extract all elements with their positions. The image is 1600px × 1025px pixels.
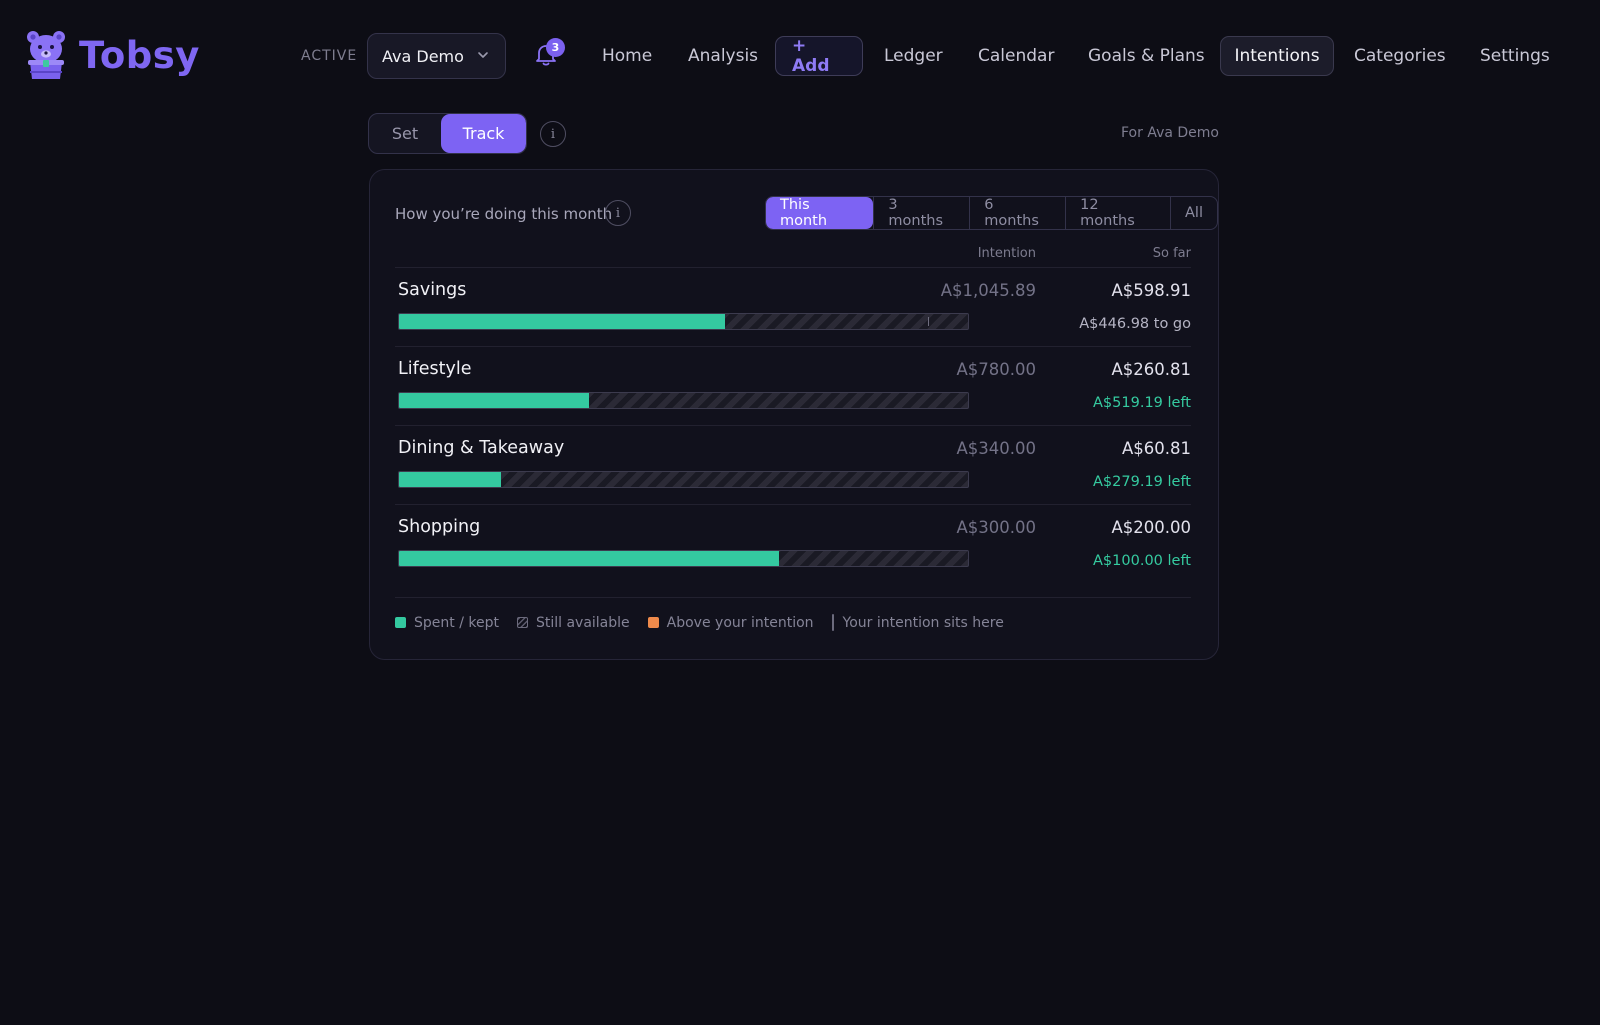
app-name: Tobsy [79,33,200,77]
legend-marker-label: Your intention sits here [842,614,1004,631]
progress-bar [398,550,969,567]
legend-available: Still available [516,614,630,631]
nav-intentions[interactable]: Intentions [1220,36,1334,76]
progress-bar [398,392,969,409]
progress-bar [398,313,969,330]
divider [395,425,1191,426]
divider [395,267,1191,268]
legend-spent: Spent / kept [395,615,499,631]
range-this-month[interactable]: This month [766,197,874,229]
row-intention-amount: A$780.00 [956,360,1036,379]
app-logo[interactable]: Tobsy [24,29,200,81]
row-status: A$100.00 left [1093,553,1191,569]
nav-categories[interactable]: Categories [1354,46,1446,66]
legend-marker-swatch [831,614,834,631]
nav-calendar[interactable]: Calendar [978,46,1055,66]
chevron-down-icon [478,52,488,58]
nav-ledger[interactable]: Ledger [884,46,943,66]
progress-bar [398,471,969,488]
nav-settings[interactable]: Settings [1480,46,1550,66]
progress-bar-fill [399,472,501,487]
intention-row-lifestyle[interactable]: Lifestyle A$780.00 A$260.81 A$519.19 lef… [370,347,1218,425]
row-so-far-amount: A$200.00 [1111,518,1191,537]
row-category-name: Dining & Takeaway [398,438,565,458]
row-intention-amount: A$1,045.89 [940,281,1036,300]
bear-logo-icon [27,31,65,79]
intention-row-savings[interactable]: Savings A$1,045.89 A$598.91 A$446.98 to … [370,268,1218,346]
set-track-toggle: Set Track [368,113,527,154]
mode-set-button[interactable]: Set [391,124,419,143]
legend-spent-label: Spent / kept [414,614,499,631]
row-so-far-amount: A$598.91 [1111,281,1191,300]
legend-spent-swatch [395,617,406,628]
row-status: A$279.19 left [1093,474,1191,490]
mode-track-button[interactable]: Track [441,114,526,153]
row-intention-amount: A$300.00 [956,518,1036,537]
row-status: A$519.19 left [1093,395,1191,411]
profile-select-value: Ava Demo [382,46,464,66]
intention-row-dining-takeaway[interactable]: Dining & Takeaway A$340.00 A$60.81 A$279… [370,426,1218,504]
nav-analysis[interactable]: Analysis [688,46,759,66]
intention-row-shopping[interactable]: Shopping A$300.00 A$200.00 A$100.00 left [370,505,1218,583]
chart-legend: Spent / kept Still available Above your … [395,614,1022,631]
progress-bar-fill [399,314,726,329]
intention-marker [928,317,930,326]
card-title: How you’re doing this month [395,205,613,223]
legend-above-label: Above your intention [666,614,814,631]
divider [395,346,1191,347]
legend-above-swatch [647,617,659,628]
range-all[interactable]: All [1170,197,1217,229]
progress-bar-fill [399,393,590,408]
add-button[interactable]: + Add [775,36,863,76]
mode-info-icon[interactable]: i [540,121,566,147]
range-6-months[interactable]: 6 months [969,197,1065,229]
card-info-icon[interactable]: i [605,200,631,226]
row-category-name: Shopping [398,517,481,537]
row-status: A$446.98 to go [1079,316,1191,332]
profile-select[interactable]: Ava Demo [367,33,506,79]
nav-home[interactable]: Home [602,46,653,66]
notifications-count-badge: 3 [546,38,565,57]
time-range-selector: This month 3 months 6 months 12 months A… [765,196,1218,230]
legend-marker: Your intention sits here [831,614,1004,631]
row-intention-amount: A$340.00 [956,439,1036,458]
divider [395,597,1191,598]
nav-goals-plans[interactable]: Goals & Plans [1088,46,1205,66]
active-profile-label: ACTIVE [301,48,358,64]
row-so-far-amount: A$60.81 [1121,439,1191,458]
column-header-intention: Intention [977,246,1036,261]
for-profile-label: For Ava Demo [1121,125,1219,141]
row-category-name: Lifestyle [398,359,472,379]
intentions-tracking-card: How you’re doing this month i This month… [369,169,1219,660]
range-12-months[interactable]: 12 months [1065,197,1170,229]
range-3-months[interactable]: 3 months [873,197,969,229]
row-category-name: Savings [398,280,467,300]
legend-above: Above your intention [647,614,814,631]
row-so-far-amount: A$260.81 [1111,360,1191,379]
progress-bar-fill [399,551,779,566]
legend-available-swatch [516,617,528,628]
column-header-so-far: So far [1152,246,1191,261]
legend-available-label: Still available [535,614,630,631]
divider [395,504,1191,505]
